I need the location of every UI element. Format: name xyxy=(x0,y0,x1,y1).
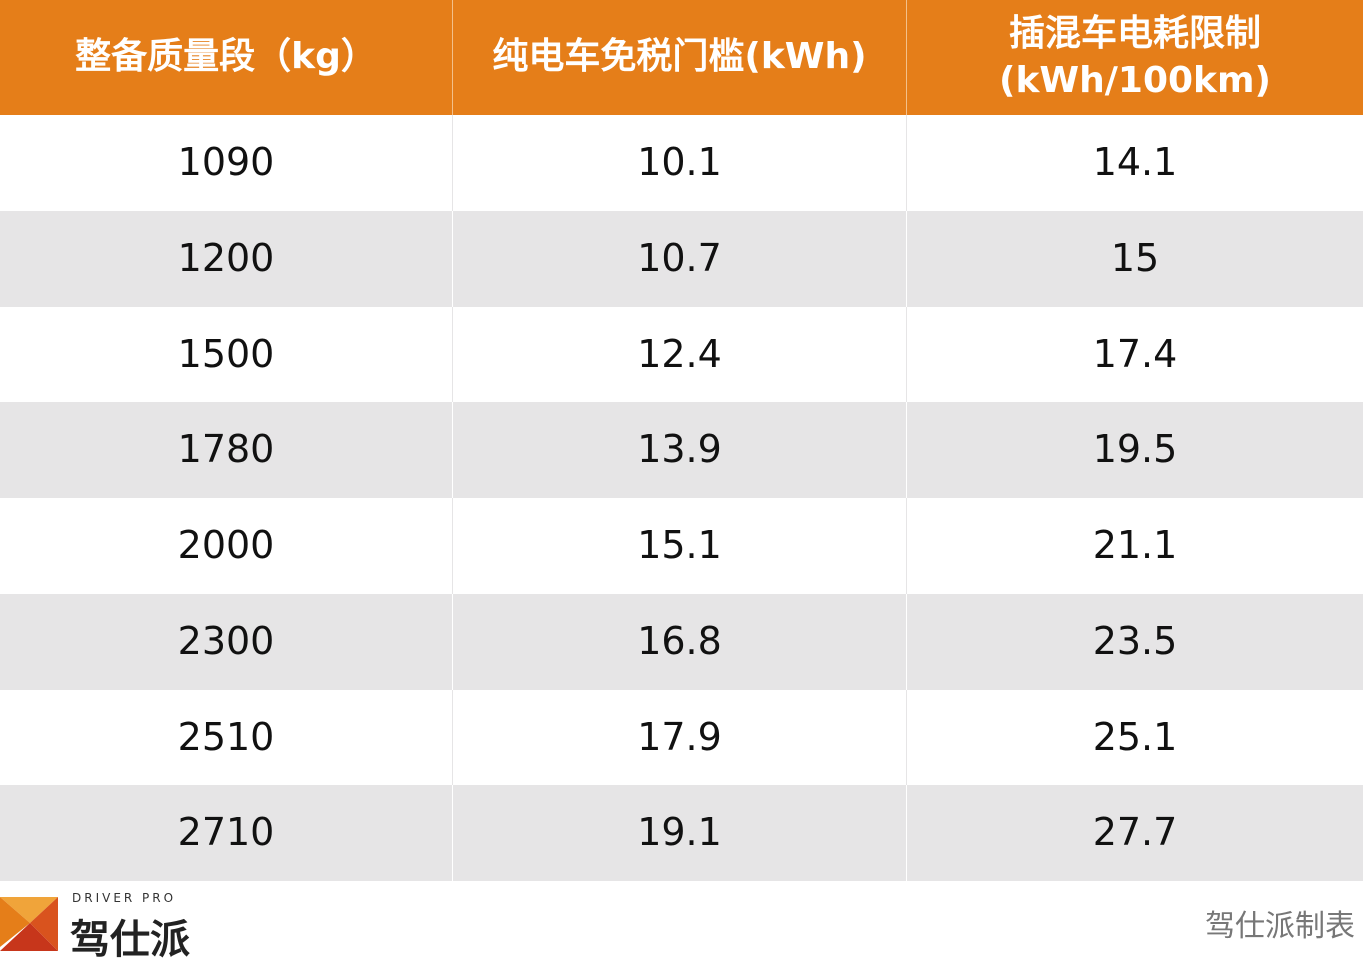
table-cell: 21.1 xyxy=(1092,523,1178,568)
table-cell: 2710 xyxy=(0,785,453,881)
header-text: 插混车电耗限制 xyxy=(1008,12,1261,54)
table-cell: 17.9 xyxy=(453,689,907,786)
credit: 驾仕派制表 xyxy=(1205,909,1355,944)
footer: DRIVER PRO 驾仕派 驾仕派制表 xyxy=(0,881,1363,963)
table-row: 2510 17.9 25.1 xyxy=(0,689,1363,786)
table-cell: 15 xyxy=(1110,235,1160,280)
logo-icon xyxy=(0,897,58,951)
table-cell: 15.1 xyxy=(453,498,907,594)
header-cell: 插混车电耗限制 (kWh/100km) xyxy=(907,0,1363,115)
header-row: 整备质量段（kg） 纯电车免税门槛(kWh) 插混车电耗限制 (kWh/100km) xyxy=(0,0,1363,115)
table-cell: 1500 xyxy=(0,306,453,403)
table-cell: 2300 xyxy=(0,593,453,690)
table-row: 1780 13.9 19.5 xyxy=(0,402,1363,498)
table-cell: 1780 xyxy=(0,402,453,498)
table-cell: 1200 xyxy=(0,210,453,307)
table-cell: 12.4 xyxy=(453,306,907,403)
table-row: 1500 12.4 17.4 xyxy=(0,306,1363,403)
table-cell: 16.8 xyxy=(453,593,907,690)
table-row: 1090 10.1 14.1 xyxy=(0,115,1363,211)
table-row: 2000 15.1 21.1 xyxy=(0,498,1363,594)
header-text: 纯电车免税门槛(kWh) xyxy=(492,36,867,78)
header-text: (kWh/100km) xyxy=(999,59,1271,101)
table-cell: 19.5 xyxy=(1092,427,1178,472)
logo-tagline: DRIVER PRO xyxy=(72,891,177,905)
header-cell: 纯电车免税门槛(kWh) xyxy=(453,0,907,115)
table-cell: 25.1 xyxy=(1092,714,1178,759)
table-cell: 10.7 xyxy=(453,210,907,307)
table-cell: 10.1 xyxy=(453,115,907,211)
table-cell: 19.1 xyxy=(453,785,907,881)
table-cell: 2510 xyxy=(0,689,453,786)
table-cell: 13.9 xyxy=(453,402,907,498)
header-text: 整备质量段（kg） xyxy=(75,36,377,78)
table: 整备质量段（kg） 纯电车免税门槛(kWh) 插混车电耗限制 (kWh/100km) 1… xyxy=(0,0,1363,881)
table-row: 2710 19.1 27.7 xyxy=(0,785,1363,881)
table-cell: 1090 xyxy=(0,115,453,211)
table-row: 2300 16.8 23.5 xyxy=(0,593,1363,690)
header-cell: 整备质量段（kg） xyxy=(0,0,453,115)
table-cell: 17.4 xyxy=(1092,331,1178,376)
table-cell: 23.5 xyxy=(1092,618,1178,663)
table-row: 1200 10.7 15 xyxy=(0,210,1363,307)
table-cell: 2000 xyxy=(0,498,453,594)
table-cell: 14.1 xyxy=(1092,140,1178,185)
table-cell: 27.7 xyxy=(1092,810,1178,855)
logo-name: 驾仕派 xyxy=(70,917,190,963)
